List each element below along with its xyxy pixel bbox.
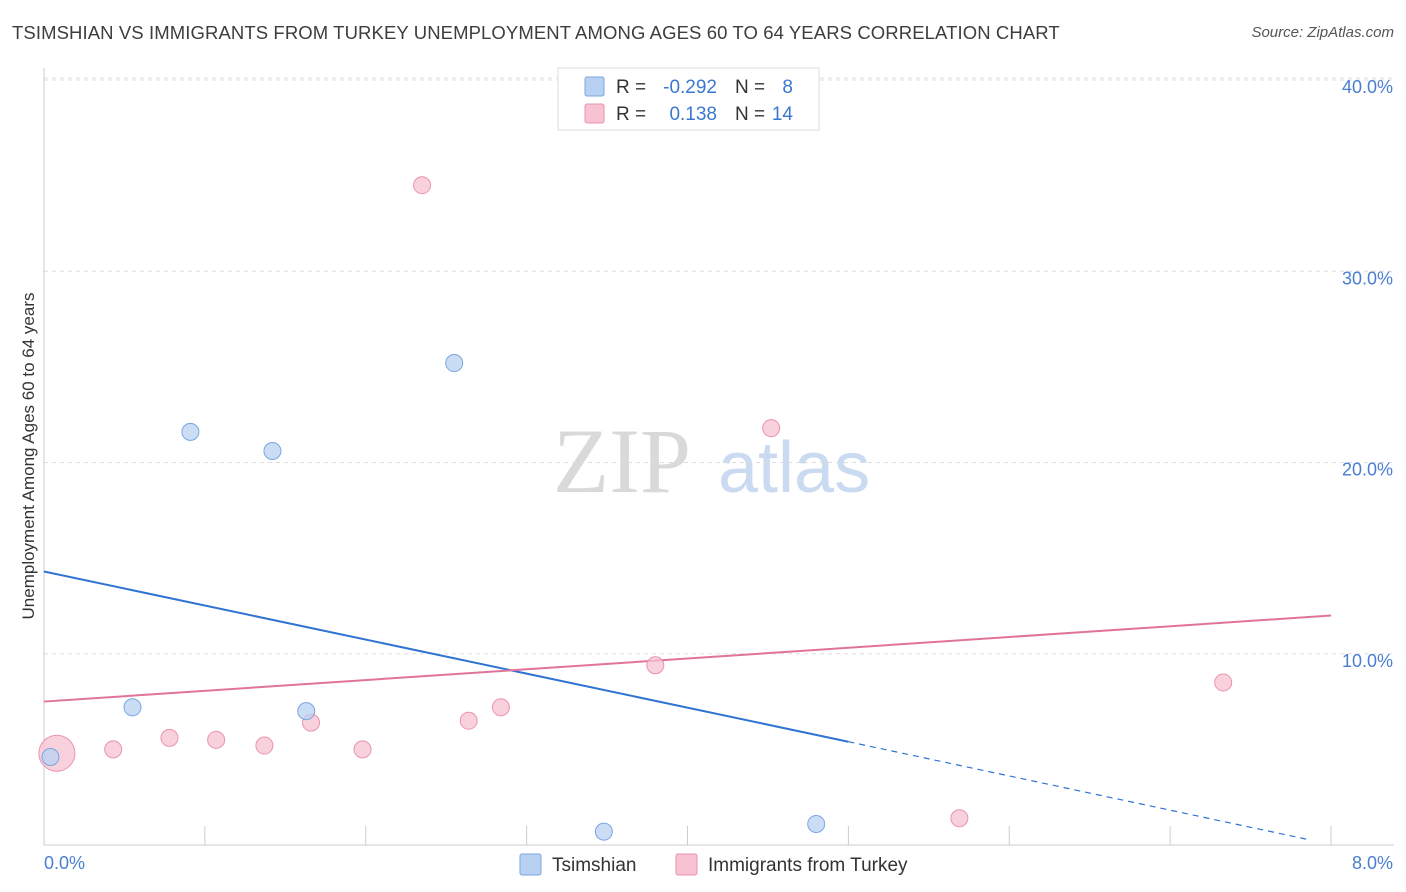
chart-title: TSIMSHIAN VS IMMIGRANTS FROM TURKEY UNEM… (12, 22, 1060, 43)
x-tick-label: 0.0% (44, 853, 85, 873)
turkey-point (207, 730, 226, 749)
legend-label-turkey: Immigrants from Turkey (708, 855, 908, 876)
stats-r-label-tsimshian: R = (616, 77, 646, 98)
stats-r-label-turkey: R = (616, 104, 646, 125)
tsimshian-point (594, 822, 613, 841)
tsimshian-point (807, 814, 826, 833)
turkey-point (491, 698, 510, 717)
stats-legend: R = -0.292 N = 8 R = 0.138 N = 14 (557, 67, 820, 131)
series-legend: Tsimshian Immigrants from Turkey (519, 853, 908, 876)
trend-line-turkey (43, 614, 1332, 703)
tick-labels: 10.0% 20.0% 30.0% 40.0% 0.0% 8.0% (44, 77, 1393, 873)
turkey-point (459, 711, 478, 730)
turkey-point (950, 809, 969, 828)
tsimshian-point (263, 442, 282, 461)
watermark-atlas: atlas (718, 428, 870, 508)
x-axis-ticks (43, 826, 1332, 845)
turkey-point (1214, 673, 1233, 692)
turkey-point (104, 740, 123, 759)
tsimshian-point (297, 702, 316, 721)
y-tick-label: 20.0% (1342, 460, 1393, 480)
stats-n-value-turkey: 14 (772, 104, 794, 125)
tsimshian-point (123, 698, 142, 717)
trend-line-tsimshian (43, 570, 849, 743)
turkey-point (160, 728, 179, 747)
trend-line-tsimshian-extension (848, 741, 1307, 840)
stats-swatch-turkey (584, 103, 605, 124)
x-tick-label: 8.0% (1352, 853, 1393, 873)
turkey-point (255, 736, 274, 755)
stats-n-label-tsimshian: N = (735, 77, 765, 98)
chart-source: Source: ZipAtlas.com (1251, 24, 1394, 41)
y-tick-label: 40.0% (1342, 77, 1393, 97)
y-axis-title: Unemployment Among Ages 60 to 64 years (19, 293, 38, 620)
legend-label-tsimshian: Tsimshian (552, 855, 636, 876)
stats-r-value-tsimshian: -0.292 (663, 77, 717, 98)
tsimshian-point (181, 422, 200, 441)
stats-n-label-turkey: N = (735, 104, 765, 125)
turkey-point (646, 656, 665, 675)
watermark-zip: ZIP (553, 410, 691, 512)
stats-swatch-tsimshian (584, 76, 605, 97)
y-tick-label: 10.0% (1342, 651, 1393, 671)
data-points (38, 176, 1233, 841)
trend-lines (43, 570, 1332, 840)
tsimshian-point (445, 354, 464, 373)
stats-r-value-turkey: 0.138 (669, 104, 717, 125)
turkey-point (353, 740, 372, 759)
legend-swatch-turkey (675, 853, 698, 876)
stats-n-value-tsimshian: 8 (782, 77, 793, 98)
gridlines (44, 77, 1394, 655)
turkey-point (762, 419, 781, 438)
y-tick-label: 30.0% (1342, 268, 1393, 288)
legend-swatch-tsimshian (519, 853, 542, 876)
turkey-point (413, 176, 432, 195)
tsimshian-point (41, 748, 60, 767)
